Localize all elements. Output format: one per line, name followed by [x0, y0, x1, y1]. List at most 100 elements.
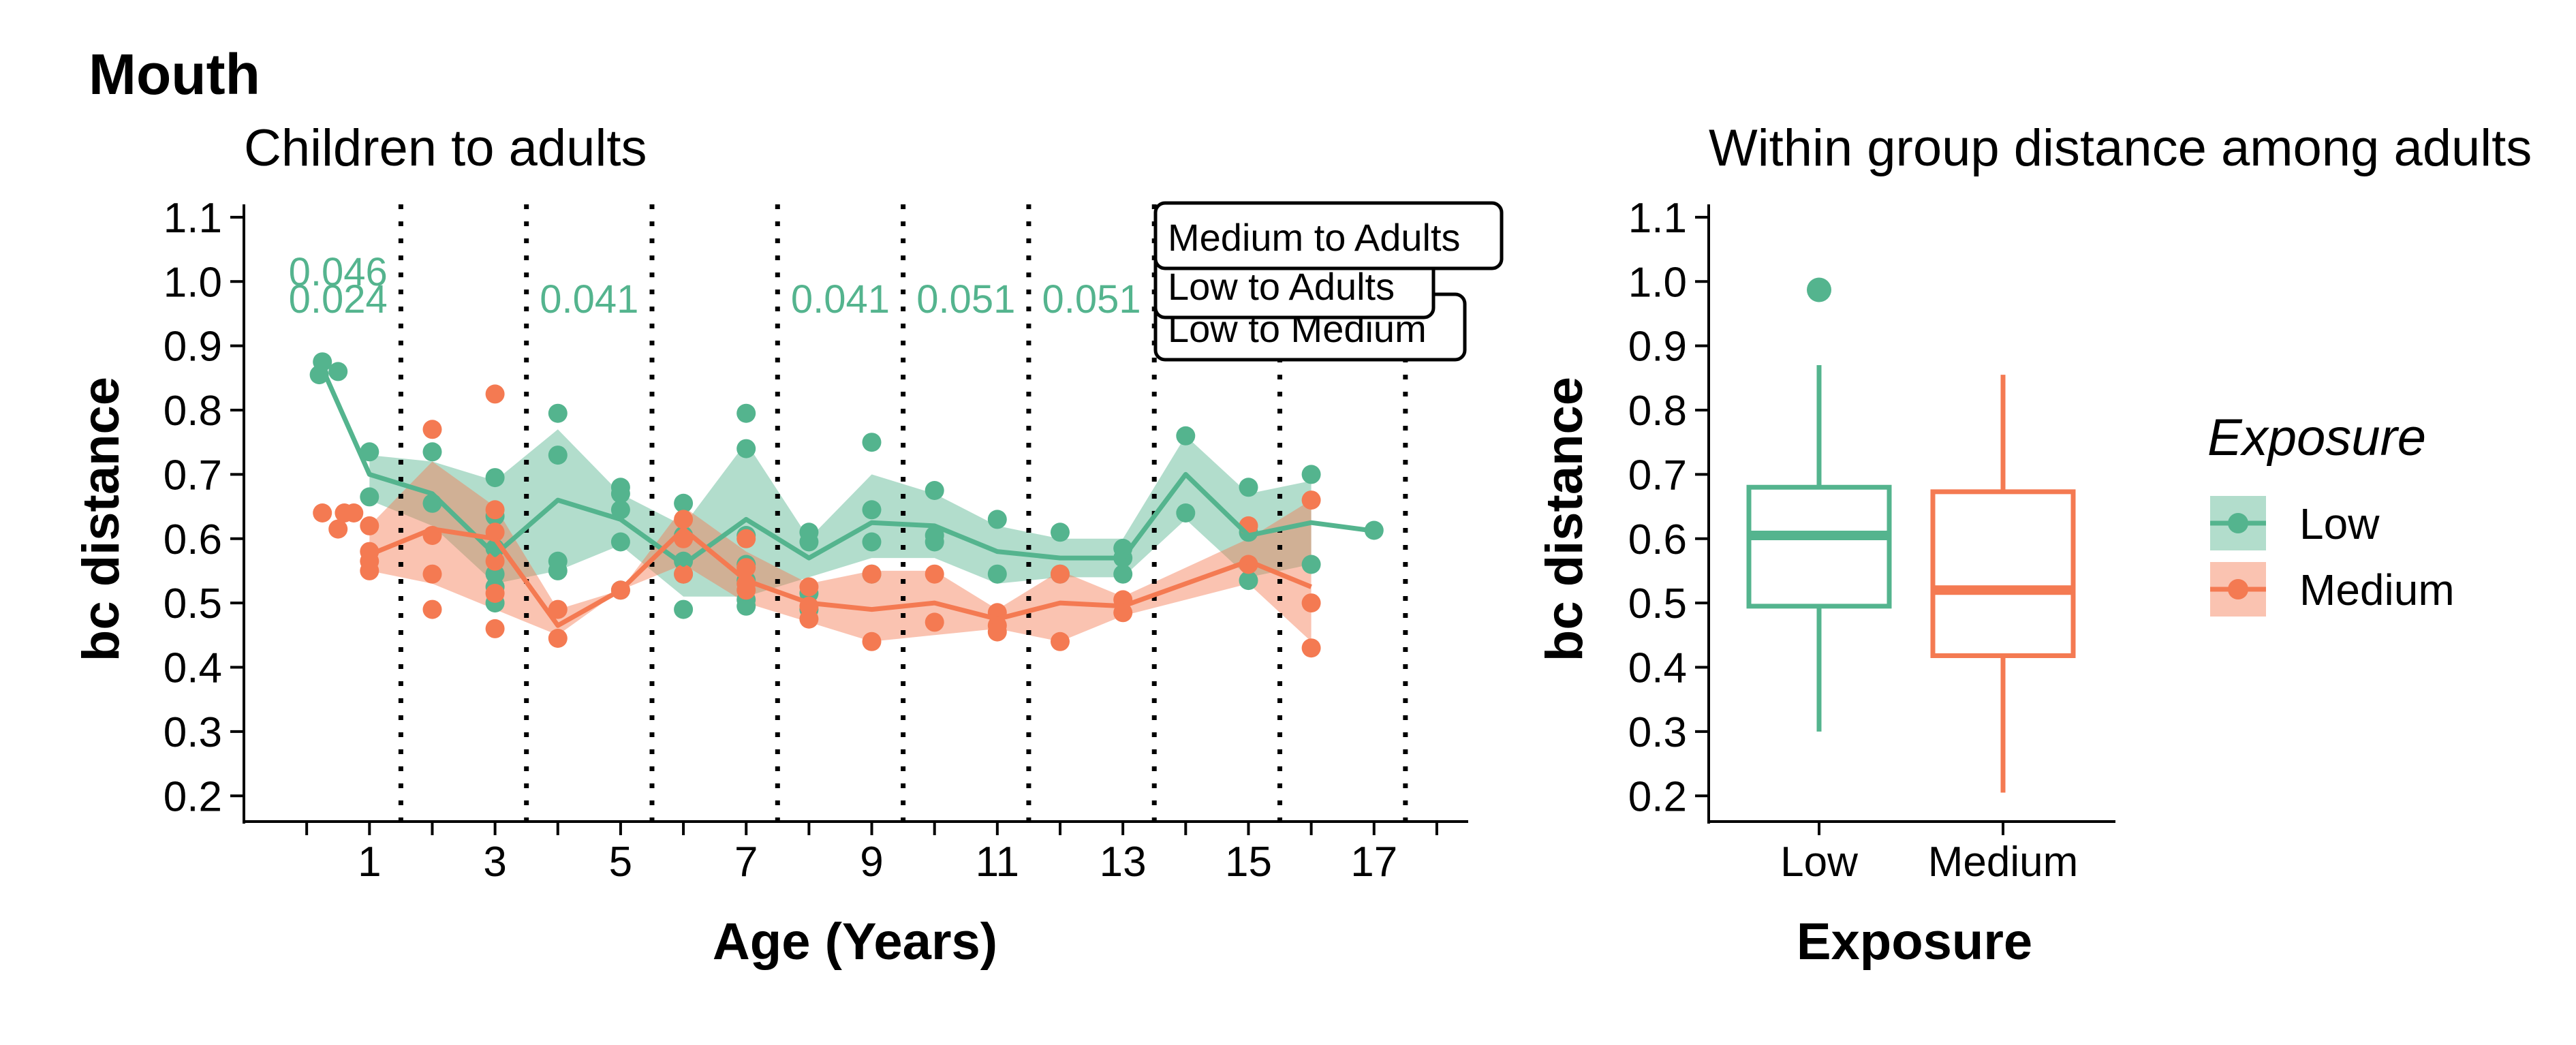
data-point-medium: [360, 561, 379, 580]
y-tick-label: 1.0: [164, 259, 222, 306]
x-tick-label: 1: [358, 839, 381, 886]
p-value-annotation: 0.051: [1042, 277, 1140, 322]
data-point-medium: [862, 564, 882, 584]
data-point-low: [987, 564, 1007, 584]
y-tick-label: 0.3: [1628, 709, 1687, 756]
legend-label-medium: Medium: [2299, 565, 2455, 614]
data-point-medium: [987, 622, 1007, 642]
p-value-annotation: 0.046: [289, 250, 388, 294]
left-y-axis-title: bc distance: [72, 377, 130, 661]
data-point-low: [1301, 465, 1321, 484]
data-point-medium: [485, 584, 505, 603]
left-lines: [320, 367, 1375, 628]
data-point-medium: [360, 516, 379, 535]
x-tick-label: 11: [976, 839, 1019, 886]
y-tick-label: 0.5: [1628, 580, 1687, 627]
data-point-medium: [485, 384, 505, 404]
x-tick-label: 9: [860, 839, 883, 886]
x-tick-label: Medium: [1928, 839, 2079, 886]
data-point-low: [1176, 503, 1196, 522]
legend-title: Exposure: [2207, 409, 2426, 467]
data-point-low: [1176, 426, 1196, 446]
legend-key-low-point: [2228, 513, 2248, 533]
y-tick-label: 0.8: [164, 388, 222, 435]
x-tick-label: 3: [483, 839, 506, 886]
data-point-medium: [736, 558, 756, 578]
y-tick-label: 0.7: [164, 452, 222, 499]
y-tick-label: 0.4: [1628, 645, 1687, 692]
legend-label-low: Low: [2299, 499, 2380, 548]
x-tick-label: 7: [734, 839, 758, 886]
y-tick-label: 0.9: [164, 324, 222, 371]
data-point-low: [925, 532, 944, 552]
data-point-medium: [422, 599, 442, 619]
right-axes: 0.2 0.3 0.4 0.5 0.6 0.7 0.8 0.9 1.0 1.1 Low Medium: [1628, 195, 2115, 886]
data-point-low: [736, 439, 756, 458]
ribbon-low: [369, 429, 1312, 597]
data-point-medium: [1051, 631, 1070, 651]
data-point-low: [328, 362, 348, 381]
data-point-medium: [862, 631, 882, 651]
data-point-low: [422, 442, 442, 462]
y-tick-label: 1.1: [1628, 195, 1687, 242]
y-tick-label: 0.2: [1628, 773, 1687, 820]
data-point-medium: [799, 577, 819, 597]
left-x-axis-title: Age (Years): [713, 913, 997, 971]
right-panel-title: Within group distance among adults: [1709, 119, 2532, 177]
data-point-medium: [344, 503, 364, 522]
data-point-low: [610, 532, 630, 552]
y-tick-label: 0.3: [164, 709, 222, 756]
data-point-medium: [1239, 555, 1258, 574]
data-point-medium: [1301, 490, 1321, 510]
data-point-medium: [925, 612, 944, 632]
data-point-low: [360, 487, 379, 507]
data-point-low: [674, 599, 694, 619]
x-tick-label: 5: [609, 839, 632, 886]
data-point-medium: [328, 519, 348, 539]
p-value-annotation: 0.041: [791, 277, 890, 322]
y-tick-label: 0.4: [164, 645, 222, 692]
y-tick-label: 0.8: [1628, 388, 1687, 435]
data-point-medium: [548, 629, 568, 648]
legend: Exposure Low Medium: [2207, 409, 2455, 617]
data-point-low: [1113, 564, 1133, 584]
y-tick-label: 1.1: [164, 195, 222, 242]
p-value-annotation: 0.051: [916, 277, 1015, 322]
data-point-medium: [799, 609, 819, 629]
y-tick-label: 1.0: [1628, 259, 1687, 306]
series-line-medium: [368, 527, 1312, 628]
data-point-low: [862, 500, 882, 520]
data-point-low: [548, 561, 568, 580]
y-tick-label: 0.5: [164, 580, 222, 627]
data-point-low: [799, 532, 819, 552]
legend-key-medium-point: [2228, 579, 2248, 599]
x-tick-label: 13: [1100, 839, 1147, 886]
data-point-medium: [1051, 564, 1070, 584]
left-axes: 0.20.30.40.50.60.70.80.91.01.11 3 5 7 9 11 13 1…: [164, 195, 1468, 886]
right-panel: Within group distance among adults 0.2 0.…: [1536, 119, 2532, 971]
legend-keys: [2210, 496, 2266, 617]
data-point-medium: [485, 500, 505, 520]
data-point-medium: [674, 564, 694, 584]
x-tick-label: 17: [1350, 839, 1397, 886]
data-point-low: [360, 442, 379, 462]
label-box-text: Medium to Adults: [1168, 216, 1461, 259]
data-point-low: [736, 596, 756, 616]
figure-title: Mouth: [89, 42, 260, 106]
data-point-medium: [422, 420, 442, 439]
right-y-axis-title: bc distance: [1536, 377, 1594, 661]
x-tick-label: 15: [1225, 839, 1272, 886]
y-tick-label: 0.2: [164, 773, 222, 820]
data-point-medium: [548, 599, 568, 619]
data-point-low: [548, 446, 568, 465]
data-point-low: [862, 532, 882, 552]
data-point-low: [736, 403, 756, 423]
data-point-medium: [925, 564, 944, 584]
x-tick-label: Low: [1780, 839, 1858, 886]
y-tick-label: 0.9: [1628, 324, 1687, 371]
outlier-point-low: [1807, 277, 1831, 302]
data-point-low: [925, 481, 944, 500]
p-value-annotation: 0.041: [540, 277, 638, 322]
box-low: [1746, 484, 1892, 609]
